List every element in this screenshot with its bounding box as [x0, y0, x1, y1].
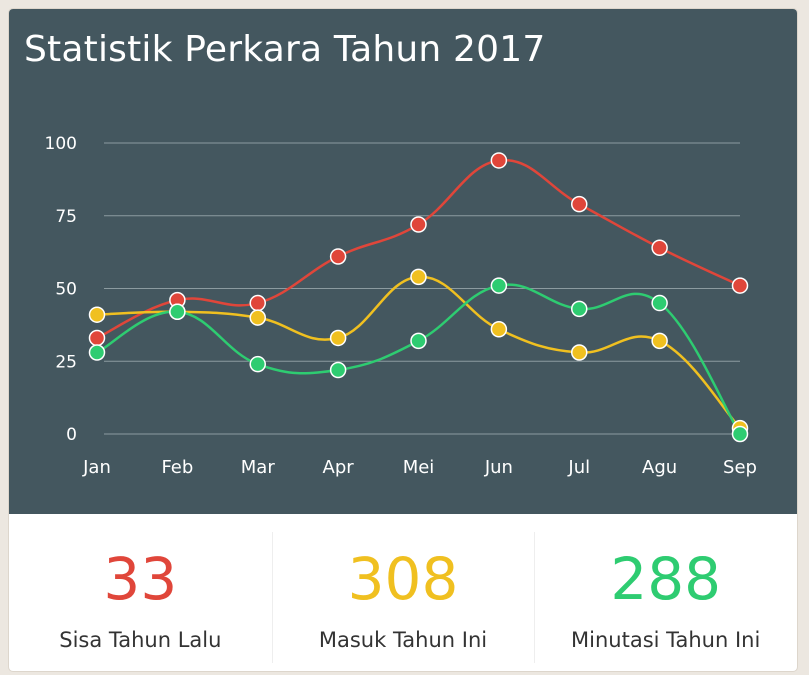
- x-tick-label: Mei: [403, 457, 435, 478]
- chart-title: Statistik Perkara Tahun 2017: [24, 29, 546, 70]
- data-point: [731, 277, 749, 294]
- y-tick-label: 25: [55, 352, 77, 372]
- series-line: [96, 283, 742, 435]
- data-point: [329, 361, 347, 379]
- data-point: [410, 268, 427, 286]
- data-point: [169, 303, 186, 321]
- data-point: [249, 355, 266, 373]
- y-tick-label: 75: [55, 207, 77, 227]
- x-tick-label: Apr: [323, 457, 355, 478]
- stat-sisa-tahun-lalu: 33 Sisa Tahun Lalu: [9, 514, 272, 671]
- x-tick-label: Jun: [484, 457, 513, 478]
- data-point: [329, 329, 347, 347]
- data-point: [490, 277, 508, 294]
- stats-row: 33 Sisa Tahun Lalu 308 Masuk Tahun Ini 2…: [9, 514, 797, 671]
- stat-minutasi-tahun-ini: 288 Minutasi Tahun Ini: [534, 514, 797, 671]
- data-point: [651, 332, 668, 350]
- data-point: [88, 344, 106, 361]
- stat-masuk-tahun-ini: 308 Masuk Tahun Ini: [271, 514, 535, 671]
- data-point: [490, 152, 508, 169]
- stat-value: 308: [347, 545, 459, 613]
- chart-panel: Statistik Perkara Tahun 2017 0 25 50 75 100 J…: [9, 9, 797, 514]
- x-tick-label: Feb: [161, 457, 193, 478]
- stat-label: Minutasi Tahun Ini: [571, 628, 761, 652]
- data-point: [249, 309, 266, 326]
- line-chart: 0 25 50 75 100 Jan Feb Mar Apr Mei Jun Jul Agu Sep: [45, 134, 757, 478]
- x-tick-label: Sep: [723, 457, 757, 478]
- y-tick-label: 50: [55, 280, 77, 300]
- data-point: [329, 248, 347, 265]
- data-point: [571, 195, 588, 213]
- x-tick-label: Mar: [241, 457, 276, 478]
- stat-label: Masuk Tahun Ini: [318, 628, 488, 652]
- stats-card: Statistik Perkara Tahun 2017 0 25 50 75 100 J…: [9, 9, 797, 671]
- data-point: [571, 300, 588, 318]
- y-tick-label: 0: [66, 425, 77, 445]
- data-point: [651, 239, 668, 257]
- stat-value: 288: [610, 545, 722, 613]
- data-point: [490, 320, 508, 338]
- data-point: [410, 332, 427, 350]
- data-point: [88, 306, 106, 323]
- x-tick-label: Jan: [82, 457, 111, 478]
- data-point: [571, 344, 588, 361]
- data-point: [249, 294, 266, 312]
- x-tick-label: Agu: [642, 457, 677, 478]
- stat-value: 33: [103, 545, 178, 613]
- data-point: [410, 216, 427, 233]
- data-point: [651, 294, 668, 312]
- y-tick-label: 100: [45, 134, 77, 154]
- data-point: [88, 329, 106, 347]
- x-tick-label: Jul: [567, 457, 590, 478]
- stat-label: Sisa Tahun Lalu: [59, 628, 222, 652]
- series-line: [96, 275, 741, 430]
- data-point: [731, 425, 749, 443]
